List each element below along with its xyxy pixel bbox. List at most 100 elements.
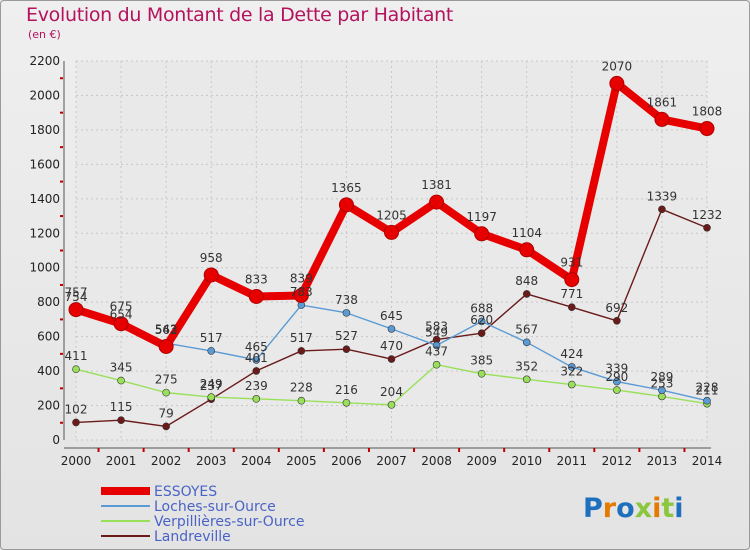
series-point-0 <box>564 272 580 288</box>
series-point-0 <box>293 287 309 303</box>
data-label: 228 <box>696 381 719 395</box>
series-point-2 <box>477 369 486 378</box>
series-point-1 <box>342 309 351 317</box>
series-point-0 <box>429 194 445 210</box>
series-point-0 <box>654 111 670 127</box>
data-label: 654 <box>110 307 133 321</box>
series-point-0 <box>384 224 399 240</box>
data-label: 411 <box>65 349 88 363</box>
series-point-0 <box>113 316 129 332</box>
series-point-0 <box>519 242 535 258</box>
data-label: 249 <box>200 377 223 391</box>
data-label: 289 <box>650 370 673 384</box>
series-point-1 <box>387 325 396 333</box>
series-point-3 <box>567 303 576 311</box>
x-tick-label: 2011 <box>557 454 588 468</box>
data-label: 290 <box>605 370 628 384</box>
data-label: 839 <box>290 271 313 285</box>
data-label: 833 <box>245 272 268 286</box>
y-tick-label: 0 <box>52 433 60 447</box>
data-label: 253 <box>650 376 673 390</box>
series-point-2 <box>252 395 261 403</box>
data-label: 345 <box>110 361 133 375</box>
x-tick-label: 2006 <box>331 454 362 468</box>
x-tick-label: 2013 <box>647 454 678 468</box>
series-point-2 <box>162 388 170 397</box>
data-label: 1339 <box>647 189 678 203</box>
y-tick-label: 1200 <box>29 226 60 240</box>
data-label: 1381 <box>421 178 452 192</box>
legend-label: ESSOYES <box>154 484 217 500</box>
chart-unit: (en €) <box>28 28 61 41</box>
series-point-1 <box>252 356 261 364</box>
data-label: 275 <box>155 373 178 387</box>
series-point-2 <box>432 360 441 369</box>
data-label: 1104 <box>511 226 542 240</box>
data-label: 757 <box>65 286 88 300</box>
series-point-1 <box>432 341 441 350</box>
series-point-2 <box>522 375 531 384</box>
x-tick-label: 2009 <box>466 454 497 468</box>
data-label: 783 <box>290 285 313 299</box>
series-point-0 <box>203 267 219 283</box>
y-tick-label: 1600 <box>29 157 60 171</box>
data-label: 352 <box>515 359 538 373</box>
series-point-1 <box>567 363 576 371</box>
data-label: 620 <box>470 313 493 327</box>
series-point-1 <box>522 338 531 347</box>
legend-label: Verpillières-sur-Ource <box>154 514 304 530</box>
y-tick-label: 2000 <box>29 88 60 102</box>
x-tick-label: 2012 <box>602 454 633 468</box>
data-label: 211 <box>696 384 719 398</box>
series-point-3 <box>613 316 621 325</box>
data-label: 848 <box>515 274 538 288</box>
brand-logo: Proxiti <box>583 493 684 524</box>
series-point-3 <box>387 355 396 363</box>
series-point-1 <box>613 377 621 386</box>
y-tick-label: 1000 <box>29 261 60 275</box>
series-point-3 <box>162 422 170 431</box>
x-tick-label: 2008 <box>421 454 452 468</box>
data-label: 527 <box>335 329 358 343</box>
data-label: 1197 <box>466 210 497 224</box>
data-label: 931 <box>560 256 583 270</box>
data-label: 1808 <box>692 105 723 119</box>
series-point-1 <box>658 386 666 395</box>
series-point-3 <box>72 418 80 427</box>
series-point-0 <box>474 226 490 242</box>
series-point-3 <box>297 347 306 355</box>
data-label: 1205 <box>376 208 407 222</box>
y-tick-label: 1800 <box>29 123 60 137</box>
x-tick-label: 2004 <box>241 454 272 468</box>
series-point-2 <box>567 380 576 389</box>
data-label: 543 <box>155 322 178 336</box>
series-point-1 <box>477 317 486 326</box>
x-tick-label: 2010 <box>511 454 542 468</box>
data-label: 754 <box>65 290 88 304</box>
series-point-1 <box>703 396 711 405</box>
series-point-3 <box>658 205 666 214</box>
series-point-2 <box>297 396 306 405</box>
x-tick-label: 2007 <box>376 454 407 468</box>
data-label: 567 <box>515 322 538 336</box>
data-label: 322 <box>560 365 583 379</box>
data-label: 385 <box>470 354 493 368</box>
series-point-3 <box>252 367 261 375</box>
y-tick-label: 2200 <box>29 54 60 68</box>
data-label: 738 <box>335 293 358 307</box>
data-label: 1232 <box>692 208 723 222</box>
data-label: 1365 <box>331 181 362 195</box>
data-label: 645 <box>380 309 403 323</box>
data-label: 692 <box>605 301 628 315</box>
data-label: 228 <box>290 381 313 395</box>
y-tick-label: 800 <box>37 295 60 309</box>
series-point-2 <box>342 398 351 407</box>
x-tick-label: 2000 <box>61 454 92 468</box>
data-label: 79 <box>159 406 174 420</box>
data-label: 675 <box>110 300 133 314</box>
data-label: 688 <box>470 301 493 315</box>
series-point-1 <box>207 347 216 355</box>
data-label: 583 <box>425 320 448 334</box>
chart-title: Evolution du Montant de la Dette par Hab… <box>26 4 454 26</box>
